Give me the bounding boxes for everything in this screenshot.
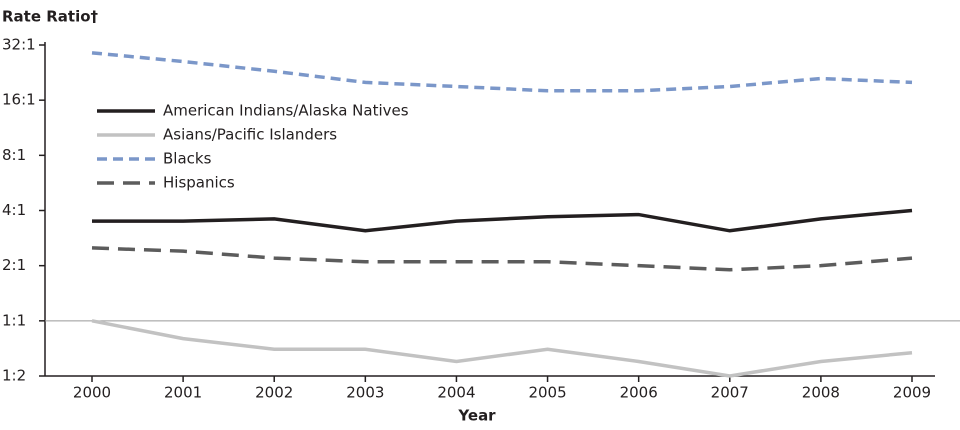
y-tick-label: 1:2 xyxy=(2,367,26,385)
x-tick-label: 2003 xyxy=(346,384,384,402)
series-line xyxy=(91,246,913,272)
y-tick-label: 4:1 xyxy=(2,201,26,219)
y-tick-label: 2:1 xyxy=(2,256,26,274)
y-axis-label: Rate Ratio† xyxy=(2,8,99,26)
legend-label: Hispanics xyxy=(163,174,235,192)
series-line xyxy=(91,51,913,93)
x-axis-label: Year xyxy=(457,407,496,425)
legend-label: Asians/Pacific Islanders xyxy=(163,126,337,144)
x-tick-label: 2006 xyxy=(620,384,658,402)
series-line xyxy=(92,208,913,233)
x-tick-label: 2009 xyxy=(893,384,931,402)
x-tick-label: 2001 xyxy=(164,384,202,402)
x-tick-label: 2005 xyxy=(528,384,566,402)
x-tick-label: 2002 xyxy=(255,384,293,402)
x-tick-label: 2004 xyxy=(437,384,475,402)
y-tick-label: 1:1 xyxy=(2,311,26,329)
x-tick-label: 2008 xyxy=(802,384,840,402)
series-line xyxy=(91,319,913,378)
y-tick-label: 32:1 xyxy=(2,36,36,54)
legend-label: Blacks xyxy=(163,150,212,168)
y-tick-label: 8:1 xyxy=(2,146,26,164)
y-tick-label: 16:1 xyxy=(2,91,36,109)
legend-label: American Indians/Alaska Natives xyxy=(163,102,409,120)
x-tick-label: 2000 xyxy=(73,384,111,402)
x-tick-label: 2007 xyxy=(711,384,749,402)
